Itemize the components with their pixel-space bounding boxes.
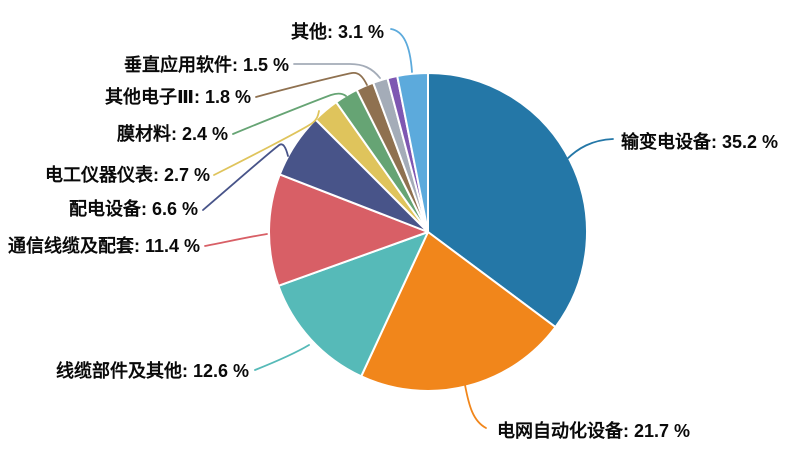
leader-line-膜材料 xyxy=(232,92,347,135)
slice-label-垂直应用软件: 垂直应用软件: 1.5 % xyxy=(124,54,289,75)
slice-label-线缆部件及其他: 线缆部件及其他: 12.6 % xyxy=(56,360,249,381)
leader-line-其他电子Ⅲ xyxy=(255,72,368,98)
slice-label-其他: 其他: 3.1 % xyxy=(291,21,384,42)
leader-line-垂直应用软件 xyxy=(293,63,381,79)
pie-slices-group: 输变电设备: 35.2 %电网自动化设备: 21.7 %线缆部件及其他: 12.… xyxy=(268,72,588,392)
slice-labels-group: 输变电设备: 35.2 % 电网自动化设备: 21.7 % 线缆部件及其他: 12.… xyxy=(8,21,778,441)
slice-label-通信线缆及配套: 通信线缆及配套: 11.4 % xyxy=(8,235,200,256)
pie-slice-其他: 其他: 3.1 % xyxy=(396,72,429,233)
leader-line-配电设备 xyxy=(202,143,289,211)
pie-slice-输变电设备: 输变电设备: 35.2 % xyxy=(427,72,588,329)
slice-label-输变电设备: 输变电设备: 35.2 % xyxy=(621,131,778,152)
slice-label-其他电子Ⅲ: 其他电子Ⅲ: 1.8 % xyxy=(105,86,251,107)
leader-line-通信线缆及配套 xyxy=(204,233,268,247)
leader-line-电网自动化设备 xyxy=(464,384,487,429)
slice-label-配电设备: 配电设备: 6.6 % xyxy=(69,198,198,219)
leader-lines-group xyxy=(202,28,614,429)
slice-label-电网自动化设备: 电网自动化设备: 21.7 % xyxy=(497,420,690,441)
leader-line-其他 xyxy=(390,28,413,73)
pie-slice-通信线缆及配套: 通信线缆及配套: 11.4 % xyxy=(268,173,429,287)
slice-label-膜材料: 膜材料: 2.4 % xyxy=(116,123,228,144)
leader-line-线缆部件及其他 xyxy=(254,344,310,371)
pie-slice-线缆部件及其他: 线缆部件及其他: 12.6 % xyxy=(277,231,429,378)
leader-line-输变电设备 xyxy=(565,138,614,161)
slice-label-电工仪器仪表: 电工仪器仪表: 2.7 % xyxy=(45,164,210,185)
leader-line-电工仪器仪表 xyxy=(213,110,320,176)
